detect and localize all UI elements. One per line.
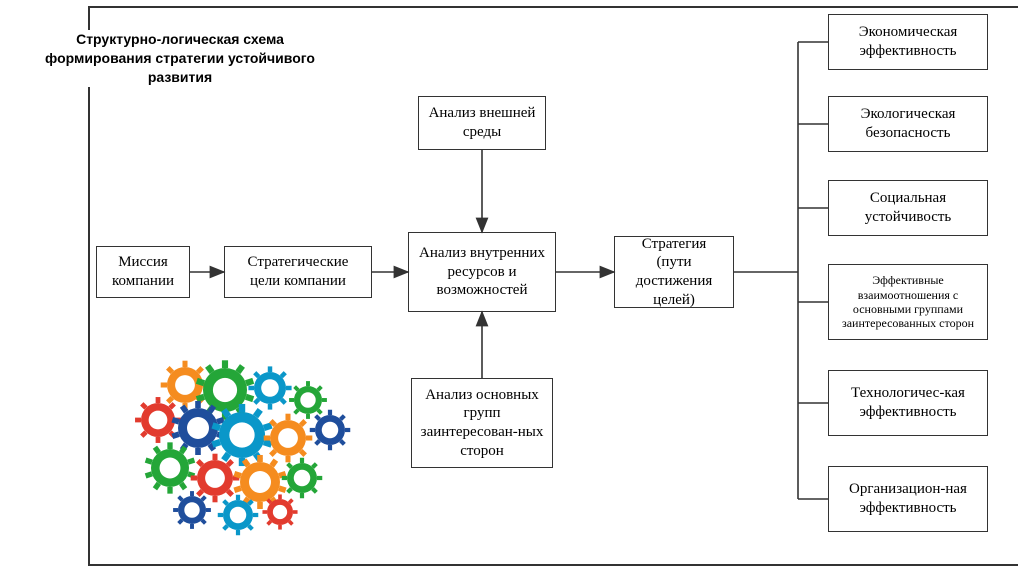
node-label: Миссия компании xyxy=(105,253,181,291)
node-label: Стратегия (пути достижения целей) xyxy=(623,235,725,310)
node-label: Стратегические цели компании xyxy=(233,253,363,291)
node-label: Экологическая безопасность xyxy=(837,105,979,143)
node-goals: Стратегические цели компании xyxy=(224,246,372,298)
node-relations: Эффективные взаимоотношения с основными … xyxy=(828,264,988,340)
node-stake: Анализ основных групп заинтересован-ных … xyxy=(411,378,553,468)
node-label: Эффективные взаимоотношения с основными … xyxy=(835,273,981,331)
node-social: Социальная устойчивость xyxy=(828,180,988,236)
node-tech: Технологичес-кая эффективность xyxy=(828,370,988,436)
node-label: Социальная устойчивость xyxy=(837,189,979,227)
diagram-title: Структурно-логическая схема формирования… xyxy=(40,30,320,87)
node-ecol: Экологическая безопасность xyxy=(828,96,988,152)
node-org: Организацион-ная эффективность xyxy=(828,466,988,532)
node-label: Анализ внутренних ресурсов и возможносте… xyxy=(417,244,547,300)
node-external: Анализ внешней среды xyxy=(418,96,546,150)
node-mission: Миссия компании xyxy=(96,246,190,298)
node-label: Экономическая эффективность xyxy=(837,23,979,61)
node-label: Анализ основных групп заинтересован-ных … xyxy=(420,386,544,461)
node-econ: Экономическая эффективность xyxy=(828,14,988,70)
node-internal: Анализ внутренних ресурсов и возможносте… xyxy=(408,232,556,312)
node-label: Технологичес-кая эффективность xyxy=(837,384,979,422)
node-label: Анализ внешней среды xyxy=(427,104,537,142)
node-strategy: Стратегия (пути достижения целей) xyxy=(614,236,734,308)
gear-cluster-icon xyxy=(130,360,380,540)
node-label: Организацион-ная эффективность xyxy=(837,480,979,518)
